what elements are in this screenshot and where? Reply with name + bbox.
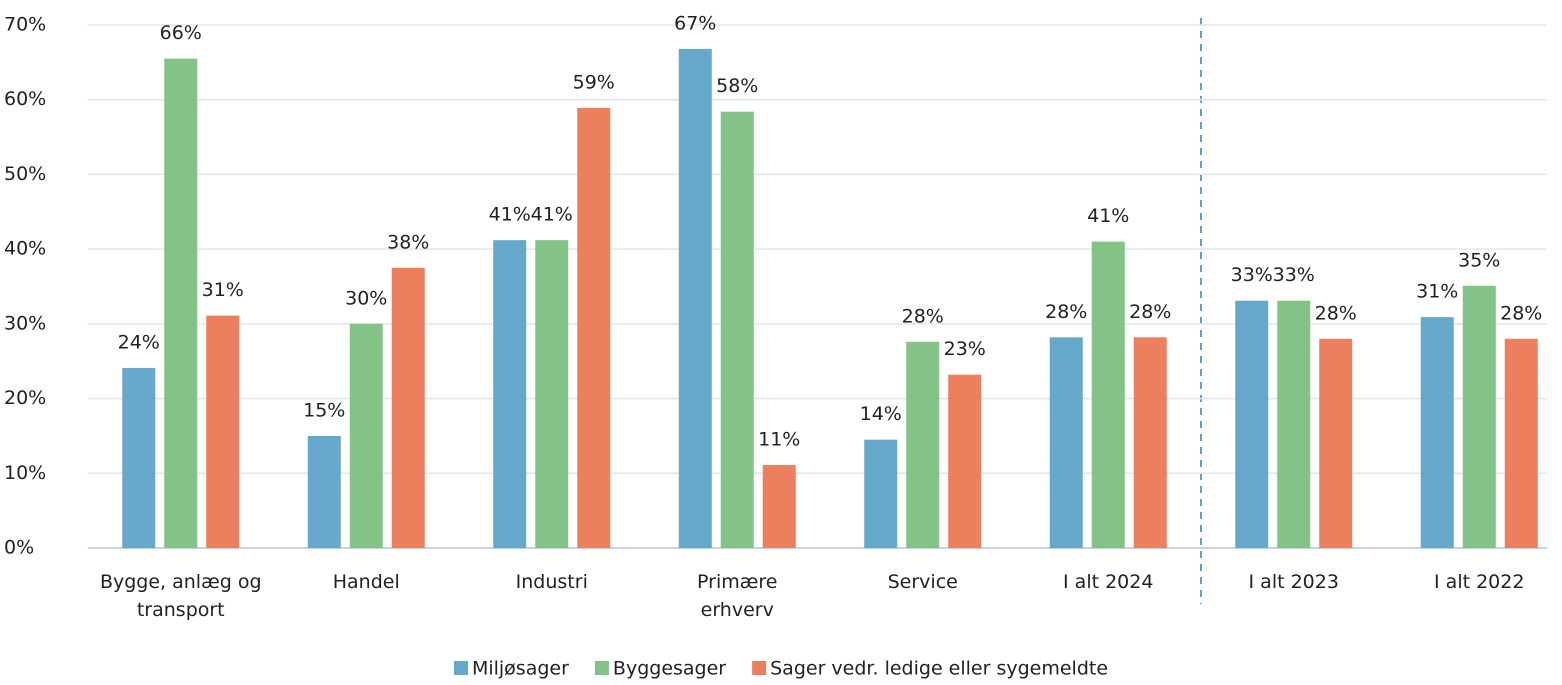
bar [1504, 338, 1538, 548]
bar [762, 465, 796, 548]
x-tick-label: I alt 2024 [1063, 571, 1154, 593]
value-label: 41% [1087, 205, 1129, 227]
bar [948, 374, 982, 548]
bar [577, 107, 611, 548]
value-label: 59% [573, 71, 615, 93]
bar [122, 367, 156, 548]
x-tick-label: Industri [515, 571, 588, 593]
bar [1277, 300, 1311, 548]
bar [1420, 317, 1454, 548]
value-label: 35% [1458, 249, 1500, 271]
value-label: 15% [303, 399, 345, 421]
bar [164, 58, 198, 548]
y-tick-label: 20% [4, 387, 46, 409]
value-label: 11% [758, 429, 800, 451]
legend-label: Sager vedr. ledige eller sygemeldte [770, 658, 1108, 680]
value-label: 14% [860, 403, 902, 425]
x-tick-label: I alt 2023 [1248, 571, 1339, 593]
bar [1091, 241, 1125, 548]
x-tick-label: Handel [332, 571, 400, 593]
y-tick-label: 60% [4, 88, 46, 110]
y-tick-label: 0% [4, 537, 34, 559]
legend-swatch [752, 661, 767, 675]
bar [1235, 300, 1269, 548]
value-label: 28% [902, 305, 944, 327]
value-label: 28% [1315, 302, 1357, 324]
bar [307, 435, 341, 548]
bar [1319, 338, 1353, 548]
bar [906, 341, 940, 548]
value-label: 41% [531, 204, 573, 226]
bar [678, 48, 712, 549]
bar [864, 439, 898, 548]
value-label: 28% [1500, 302, 1542, 324]
y-tick-label: 50% [4, 163, 46, 185]
value-label: 58% [716, 75, 758, 97]
bar [391, 267, 425, 548]
bar [1462, 285, 1496, 548]
legend-label: Byggesager [613, 658, 726, 680]
value-label: 41% [489, 204, 531, 226]
value-label: 33% [1273, 264, 1315, 286]
value-label: 38% [387, 231, 429, 253]
value-label: 28% [1045, 301, 1087, 323]
bar [535, 240, 569, 549]
bar [1133, 337, 1167, 548]
bar [206, 315, 240, 548]
value-label: 31% [202, 279, 244, 301]
x-tick-label: I alt 2022 [1434, 571, 1525, 593]
value-label: 23% [944, 338, 986, 360]
value-label: 28% [1129, 301, 1171, 323]
legend-swatch [453, 661, 468, 675]
y-tick-label: 30% [4, 312, 46, 334]
y-tick-label: 70% [4, 14, 46, 36]
bar [349, 323, 383, 548]
bar [1049, 337, 1083, 548]
value-label: 24% [118, 331, 160, 353]
value-label: 66% [160, 22, 202, 44]
x-tick-label: Bygge, anlæg og transport [99, 571, 262, 621]
value-label: 67% [674, 12, 716, 34]
value-label: 33% [1231, 264, 1273, 286]
y-tick-label: 10% [4, 462, 46, 484]
bar [493, 240, 527, 549]
y-tick-label: 40% [4, 238, 46, 260]
bar [720, 111, 754, 548]
value-label: 30% [345, 287, 387, 309]
value-label: 31% [1416, 281, 1458, 303]
legend-label: Miljøsager [472, 658, 569, 680]
x-tick-label: Primære erhverv [697, 571, 778, 621]
x-tick-label: Service [887, 571, 958, 593]
legend-swatch [594, 661, 609, 675]
